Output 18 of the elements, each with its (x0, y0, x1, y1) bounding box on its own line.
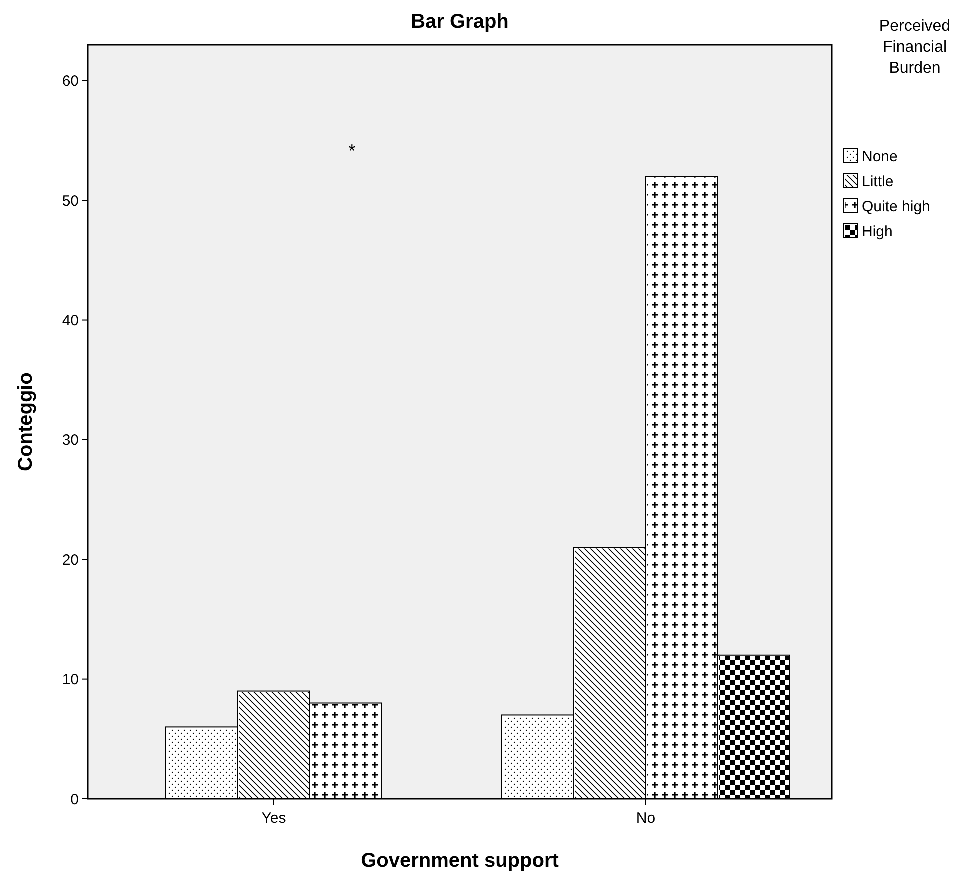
legend-label: Quite high (862, 198, 930, 216)
annotation: * (348, 141, 356, 161)
legend-label: High (862, 223, 893, 240)
chart-title: Bar Graph (411, 11, 509, 33)
y-tick-label: 20 (62, 552, 79, 569)
y-tick-label: 30 (62, 432, 79, 450)
legend-label: None (862, 148, 898, 166)
y-tick-label: 10 (62, 672, 79, 689)
x-tick-label: Yes (262, 810, 286, 827)
y-tick-label: 0 (70, 791, 79, 808)
y-axis-title: Conteggio (15, 372, 37, 472)
x-axis-title: Government support (361, 850, 560, 872)
y-tick-label: 40 (62, 312, 79, 330)
x-tick-label: No (636, 810, 656, 827)
legend-title: Perceived Financial Burden (879, 18, 951, 77)
y-tick-label: 60 (62, 73, 79, 90)
legend-label: Little (862, 173, 894, 190)
y-tick-label: 50 (62, 192, 79, 210)
